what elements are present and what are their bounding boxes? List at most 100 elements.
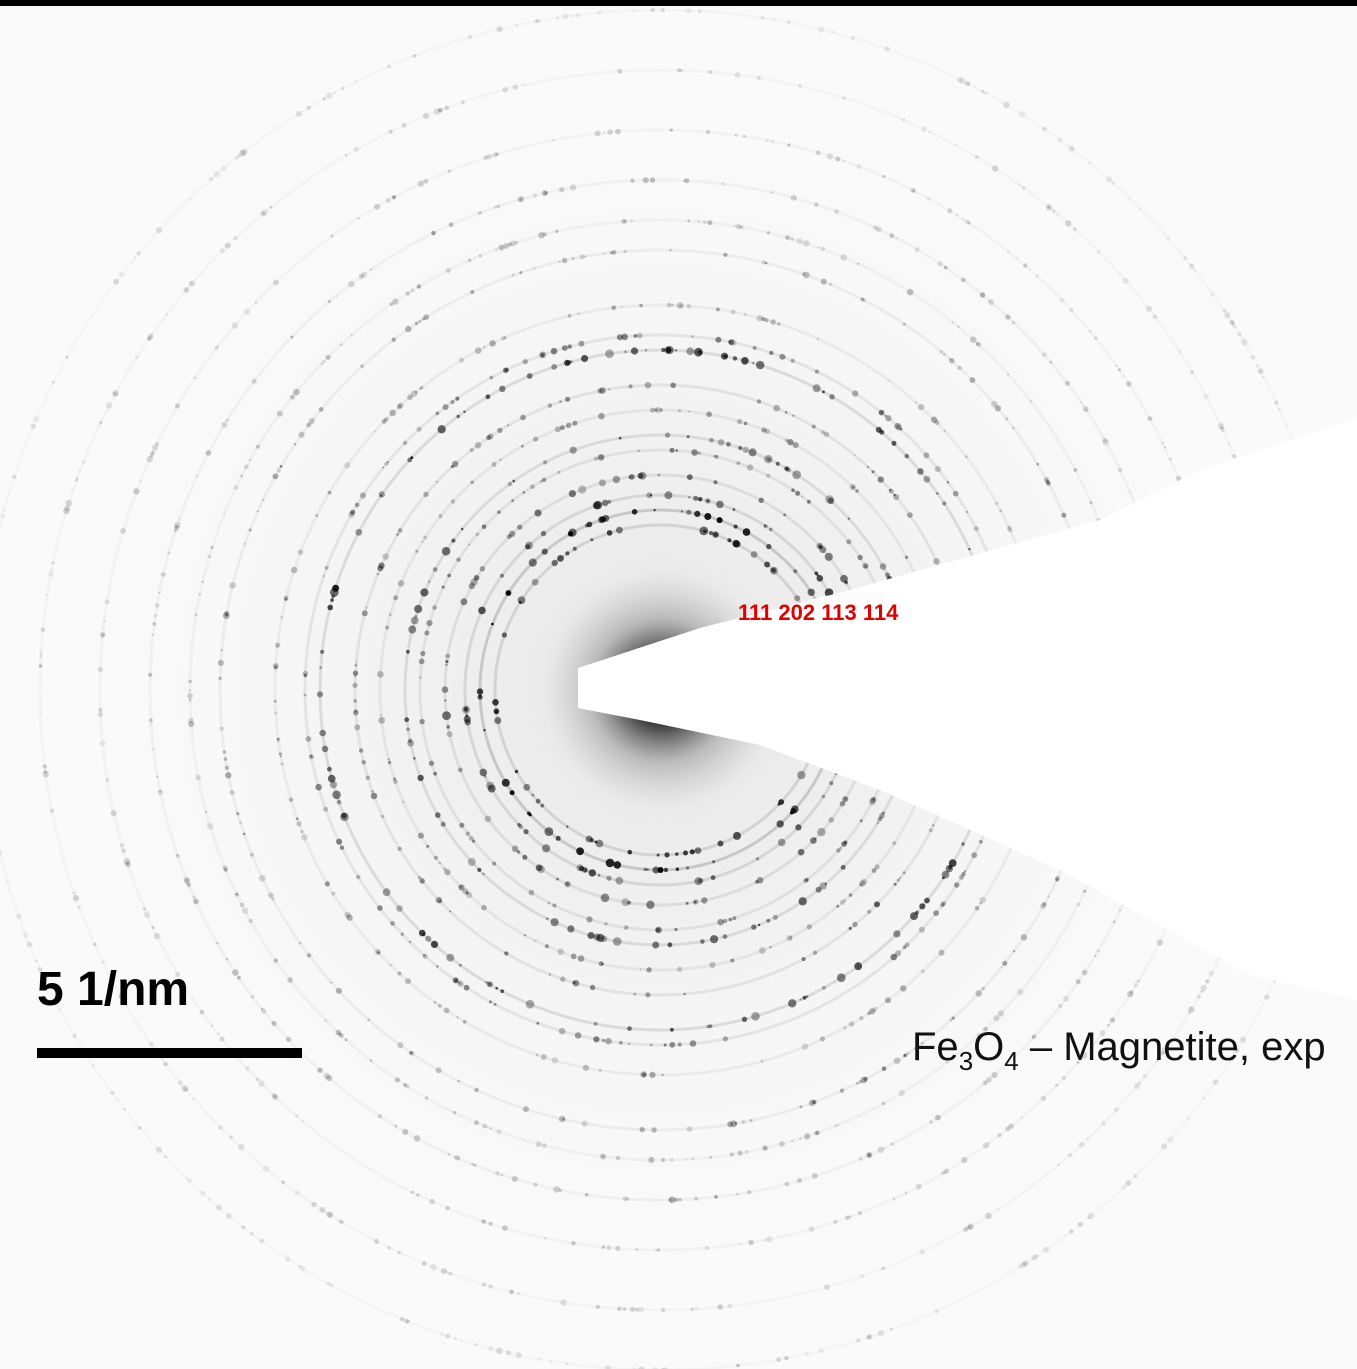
diffraction-spot	[201, 581, 203, 583]
diffraction-spot	[716, 307, 720, 311]
diffraction-spot	[672, 304, 674, 306]
diffraction-spot	[764, 455, 772, 463]
diffraction-spot	[791, 488, 795, 492]
diffraction-spot	[961, 842, 964, 845]
diffraction-spot	[944, 430, 946, 432]
diffraction-spot	[166, 314, 168, 316]
diffraction-spot	[500, 989, 504, 993]
diffraction-spot	[668, 1197, 674, 1203]
diffraction-spot	[736, 461, 740, 465]
diffraction-spot	[100, 632, 105, 637]
diffraction-spot	[270, 206, 273, 209]
diffraction-spot	[739, 1243, 741, 1245]
diffraction-spot	[470, 448, 474, 452]
diffraction-spot	[405, 1084, 410, 1089]
diffraction-spot	[833, 1220, 837, 1224]
diffraction-spot	[422, 1261, 427, 1266]
diffraction-spot	[981, 987, 985, 991]
diffraction-spot	[444, 1008, 450, 1014]
diffraction-spot	[985, 1213, 992, 1220]
diffraction-spot	[1076, 979, 1081, 984]
diffraction-spot	[602, 1039, 605, 1042]
diffraction-spot	[1153, 314, 1158, 319]
diffraction-spot	[285, 1256, 290, 1261]
diffraction-spot	[226, 958, 228, 960]
diffraction-spot	[639, 472, 647, 480]
diffraction-spot	[374, 204, 380, 210]
diffraction-spot	[896, 237, 898, 239]
diffraction-spot	[1157, 939, 1164, 946]
diffraction-spot	[428, 581, 430, 583]
diffraction-spot	[717, 517, 723, 523]
diffraction-spot	[320, 650, 324, 654]
diffraction-spot	[1060, 298, 1065, 303]
diffraction-spot	[413, 757, 415, 759]
diffraction-spot	[516, 1352, 522, 1358]
scale-bar-label: 5 1/nm	[37, 963, 189, 1016]
diffraction-spot	[874, 902, 880, 908]
diffraction-spot	[1191, 370, 1195, 374]
diffraction-spot	[628, 850, 633, 855]
diffraction-spot	[661, 1158, 665, 1162]
diffraction-spot	[791, 195, 797, 201]
diffraction-spot	[556, 17, 558, 19]
diffraction-spot	[744, 313, 747, 316]
diffraction-spot	[1063, 996, 1069, 1002]
diffraction-spot	[277, 411, 283, 417]
diffraction-spot	[706, 130, 710, 134]
diffraction-spot	[897, 879, 900, 882]
diffraction-spot	[615, 129, 621, 135]
diffraction-spot	[103, 620, 106, 623]
diffraction-spot	[974, 526, 979, 531]
diffraction-spot	[319, 730, 326, 737]
diffraction-spot	[652, 942, 659, 949]
diffraction-spot	[1042, 127, 1047, 132]
diffraction-spot	[383, 888, 391, 896]
diffraction-spot	[1083, 407, 1088, 412]
diffraction-spot	[387, 65, 390, 68]
diffraction-spot	[637, 1249, 639, 1251]
diffraction-spot	[735, 134, 737, 136]
diffraction-spot	[239, 821, 242, 824]
diffraction-spot	[187, 693, 193, 699]
diffraction-spot	[259, 1081, 265, 1087]
diffraction-spot	[549, 1360, 552, 1363]
diffraction-spot	[1007, 251, 1009, 253]
diffraction-spot	[785, 1182, 789, 1186]
diffraction-spot	[394, 1125, 397, 1128]
diffraction-spot	[524, 829, 529, 834]
diffraction-spot	[345, 1038, 348, 1041]
diffraction-spot	[31, 424, 36, 429]
diffraction-spot	[512, 1176, 518, 1182]
diffraction-spot	[1224, 312, 1230, 318]
diffraction-spot	[425, 936, 431, 942]
diffraction-spot	[7, 495, 9, 497]
diffraction-spot	[726, 442, 731, 447]
diffraction-spot	[418, 833, 424, 839]
diffraction-spot	[576, 847, 584, 855]
diffraction-spot	[489, 340, 495, 346]
diffraction-spot	[787, 20, 791, 24]
diffraction-spot	[537, 865, 545, 873]
diffraction-spot	[718, 841, 724, 847]
diffraction-spot	[470, 290, 474, 294]
diffraction-spot	[691, 335, 693, 337]
diffraction-spot	[449, 222, 454, 227]
diffraction-spot	[346, 914, 353, 921]
diffraction-spot	[196, 475, 198, 477]
diffraction-spot	[447, 731, 453, 737]
diffraction-spot	[820, 1037, 825, 1042]
diffraction-spot	[905, 1192, 908, 1195]
diffraction-spot	[512, 480, 515, 483]
diffraction-spot	[1088, 162, 1091, 165]
diffraction-spot	[1072, 149, 1074, 151]
diffraction-spot	[834, 209, 839, 214]
diffraction-spot	[525, 542, 533, 550]
diffraction-spot	[885, 997, 891, 1003]
diffraction-spot	[1238, 332, 1242, 336]
diffraction-spot	[829, 394, 834, 399]
diffraction-spot	[762, 260, 766, 264]
diffraction-spot	[420, 651, 425, 656]
diffraction-spot	[648, 1157, 654, 1163]
diffraction-spot	[240, 475, 242, 477]
